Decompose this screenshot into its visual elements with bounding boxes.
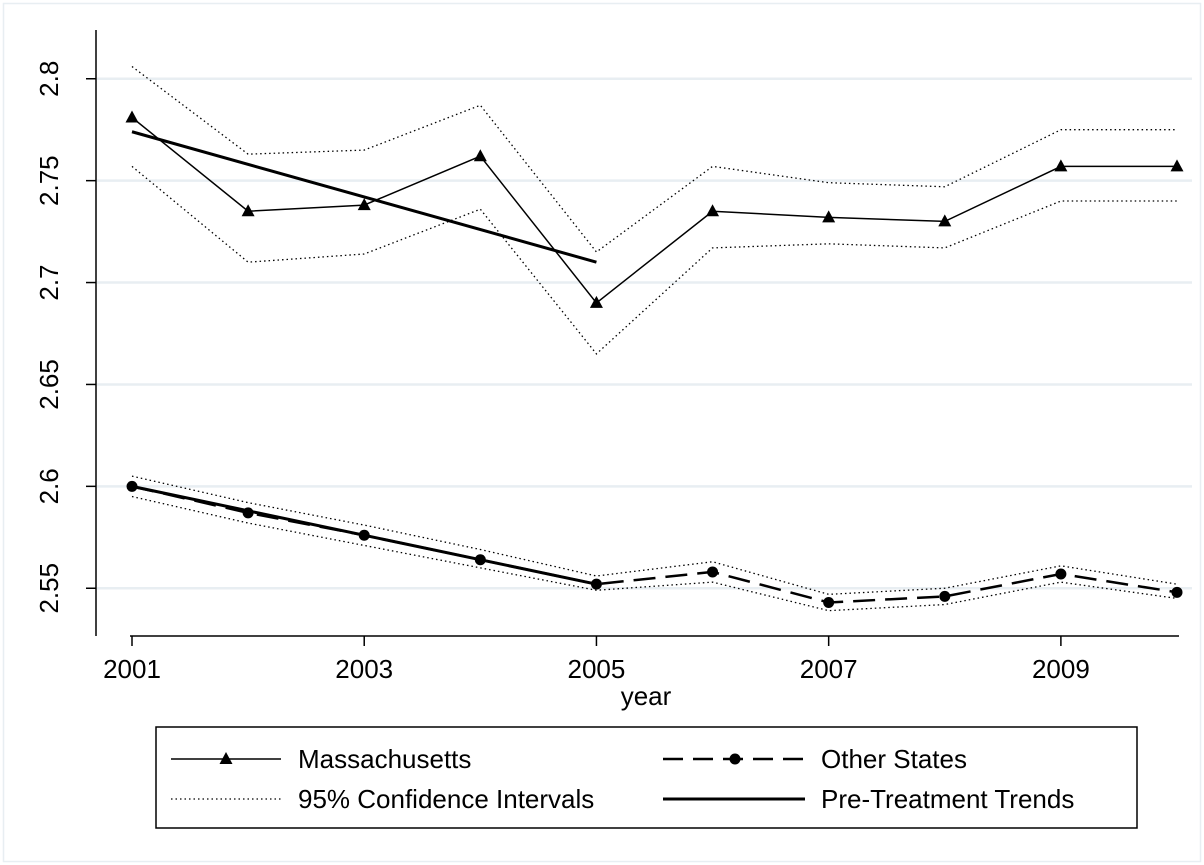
other-states-point-2003 [358,529,370,541]
y-tick-label-0: 2.55 [34,563,64,614]
x-tick-label-1: 2003 [335,654,393,684]
series [125,66,1184,612]
legend-label-massachusetts: Massachusetts [298,744,471,774]
x-tick-label-2: 2005 [568,654,626,684]
y-tick-label-3: 2.7 [34,264,64,300]
trend-line-0 [131,130,597,264]
legend-marker-other-states [729,753,741,765]
other-states-point-2008 [939,590,951,602]
other-states-point-2006 [707,566,719,578]
ci-lower-line-1 [131,495,1178,612]
massachusetts-point-2010 [1170,159,1184,172]
massachusetts-point-2009 [1054,159,1068,172]
other-states-point-2009 [1055,568,1067,580]
other-states-point-2001 [126,480,138,492]
massachusetts-point-2001 [125,110,139,123]
y-tick-label-5: 2.8 [34,61,64,97]
legend-label-other-states: Other States [821,744,967,774]
massachusetts-point-2002 [241,204,255,217]
axes [86,30,1179,646]
massachusetts-point-2004 [473,149,487,162]
legend-label-confidence-intervals: 95% Confidence Intervals [298,784,594,814]
x-tick-label-3: 2007 [800,654,858,684]
grid-lines [97,77,1192,590]
ci-upper-line-0 [131,66,1177,253]
other-states-point-2002 [242,507,254,519]
x-axis-label: year [621,681,672,711]
legend: Massachusetts Other States 95% Confidenc… [155,726,1138,829]
massachusetts-line [131,116,1177,304]
massachusetts-point-2008 [938,214,952,227]
other-states-point-2004 [474,554,486,566]
x-tick-label-4: 2009 [1032,654,1090,684]
x-tick-label-0: 2001 [103,654,161,684]
tick-labels: 2.55 2.6 2.65 2.7 2.75 2.8 2001 2003 2005 2007 200… [34,61,1090,684]
y-tick-label-2: 2.65 [34,359,64,410]
massachusetts-point-2007 [822,210,836,223]
other-states-point-2005 [590,578,602,590]
other-states-point-2007 [823,597,835,609]
massachusetts-point-2005 [589,295,603,308]
y-tick-label-1: 2.6 [34,468,64,504]
other-states-point-2010 [1171,586,1183,598]
legend-label-pre-treatment-trends: Pre-Treatment Trends [821,784,1074,814]
massachusetts-point-2006 [706,204,720,217]
legend-box [155,726,1138,829]
other-states-line [131,485,1178,604]
legend-swatches [171,752,805,801]
legend-marker-massachusetts [219,752,233,764]
massachusetts-point-2003 [357,198,371,211]
y-tick-label-4: 2.75 [34,155,64,206]
